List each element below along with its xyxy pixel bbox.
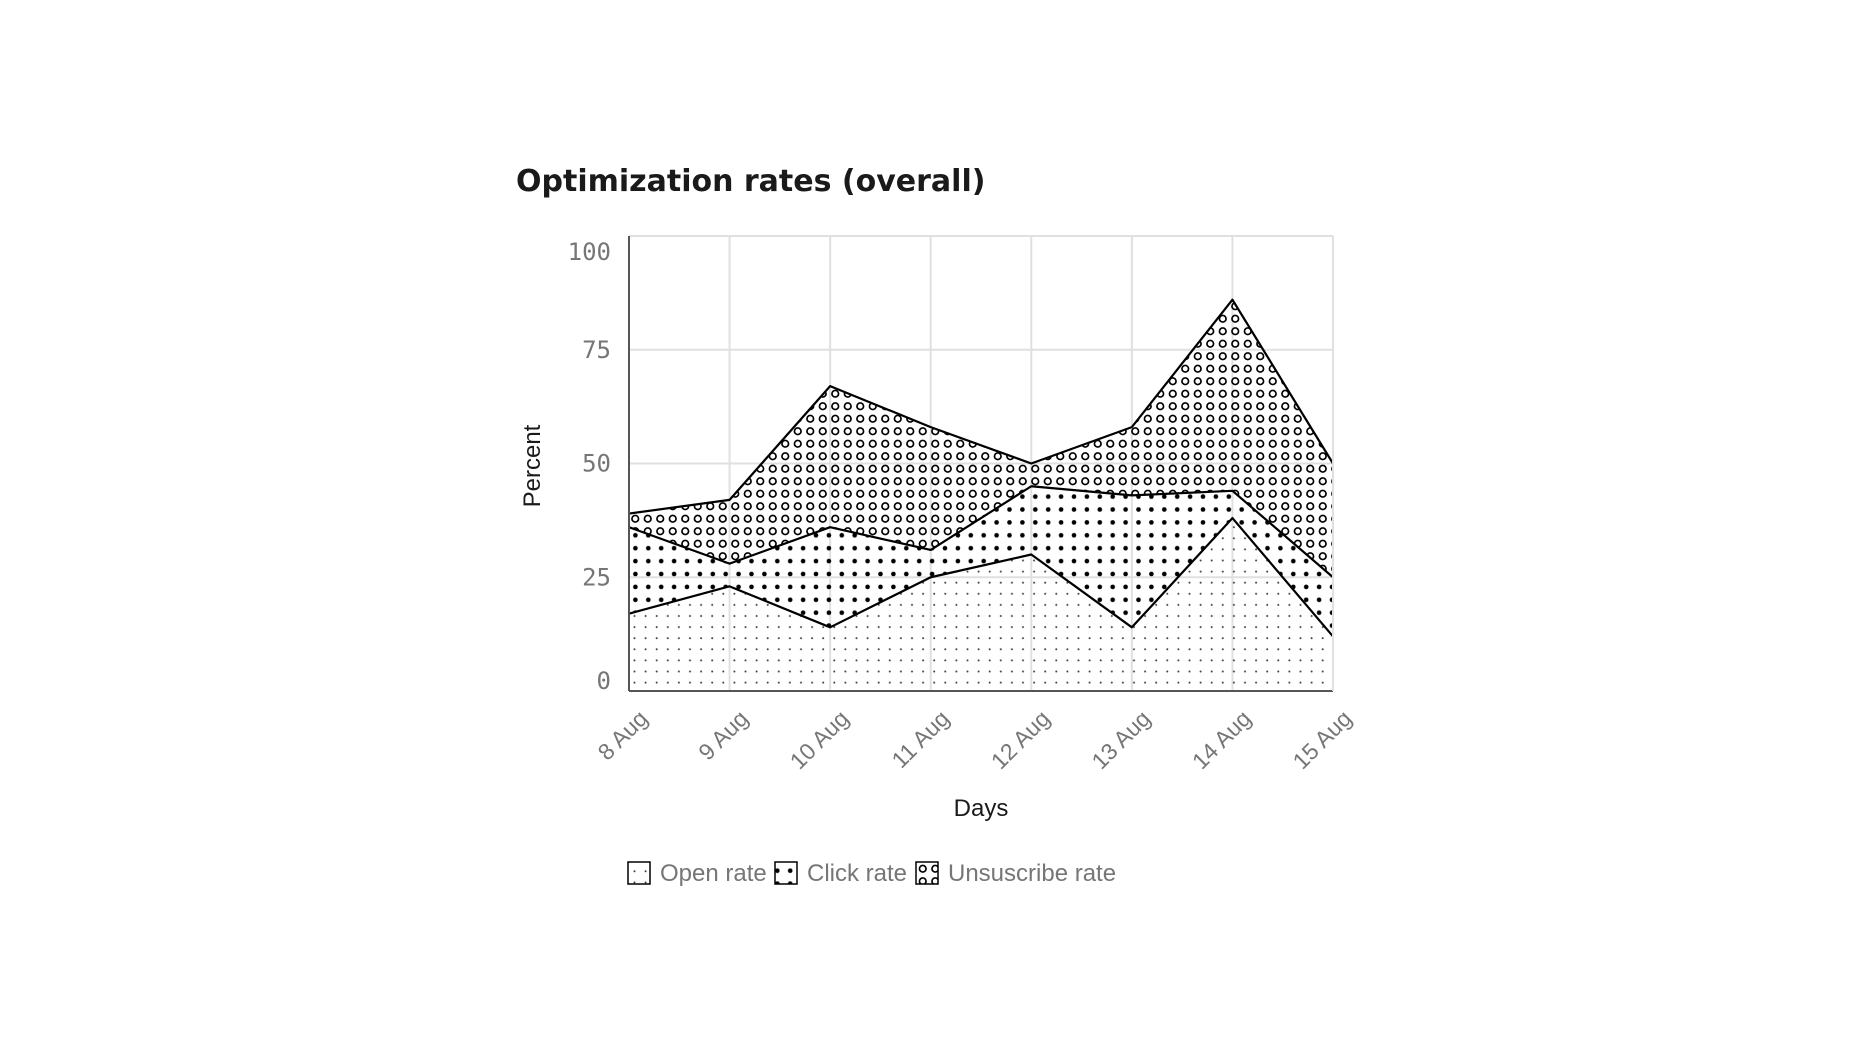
x-axis-ticks: 8 Aug 9 Aug 10 Aug 11 Aug 12 Aug 13 Aug 14 Aug… [593,705,1357,774]
legend-label: Click rate [807,860,907,887]
x-tick-label: 15 Aug [1287,705,1356,774]
x-tick-label: 10 Aug [785,705,854,774]
line-open-rate [628,516,1334,638]
y-tick-label: 100 [568,238,611,266]
area-series-group [628,298,1334,691]
chart-title: Optimization rates (overall) [516,164,986,199]
legend-swatch [915,861,939,885]
legend-swatch [627,861,651,885]
legend-item-click-rate[interactable]: Click rate [774,860,907,887]
legend-swatch [774,861,798,885]
y-axis-ticks: 0 25 50 75 100 [568,238,611,695]
y-tick-label: 25 [582,563,611,591]
line-unsuscribe-rate [628,298,1334,515]
legend-item-unsuscribe-rate[interactable]: Unsuscribe rate [915,860,1116,887]
x-tick-label: 12 Aug [986,705,1055,774]
legend-item-open-rate[interactable]: Open rate [627,860,767,887]
legend: Open rate Click rate Unsuscribe rate [627,860,1116,887]
area-open-rate [629,518,1333,691]
y-tick-label: 0 [597,667,611,695]
area-unsuscribe-rate [629,299,1333,578]
x-tick-label: 14 Aug [1187,705,1256,774]
x-tick-label: 9 Aug [693,705,753,765]
axes [628,236,1334,692]
x-tick-label: 11 Aug [886,705,954,773]
y-tick-label: 50 [582,450,611,478]
legend-label: Unsuscribe rate [948,860,1116,887]
x-axis-label: Days [954,795,1009,822]
x-tick-label: 13 Aug [1086,705,1155,774]
y-axis-label: Percent [519,424,546,507]
line-click-rate [628,485,1334,579]
y-tick-label: 75 [582,336,611,364]
legend-label: Open rate [660,860,767,887]
x-tick-label: 8 Aug [593,705,653,765]
